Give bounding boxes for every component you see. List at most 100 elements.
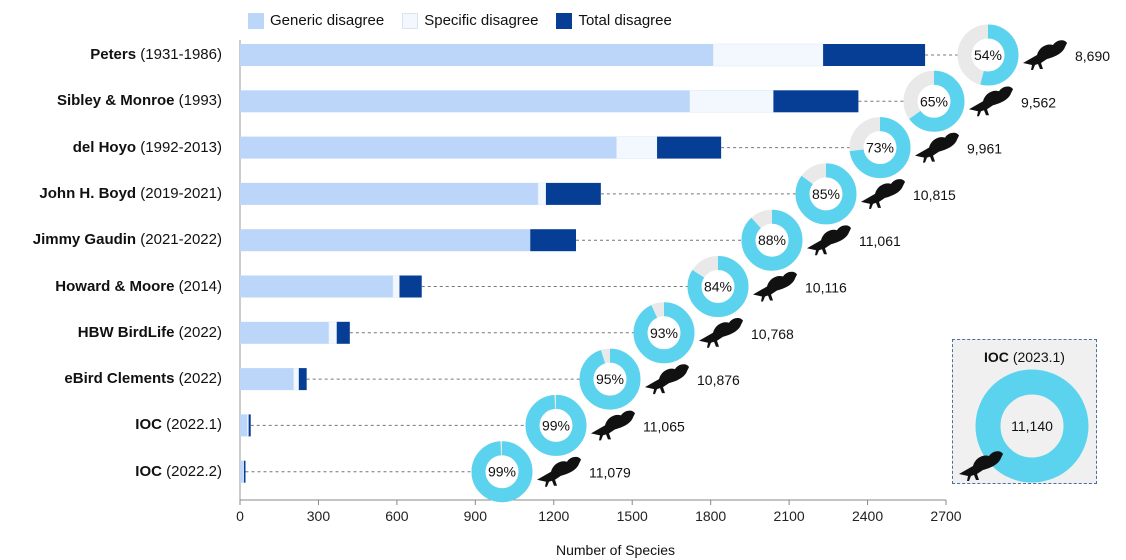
legend-label-generic: Generic disagree (270, 12, 385, 29)
legend-swatch-specific (402, 12, 419, 29)
donut-arc (849, 117, 911, 179)
bird-icon (959, 451, 1003, 481)
inset-donut (975, 369, 1089, 483)
donut-arc (579, 348, 641, 410)
bar-total (773, 90, 859, 113)
legend-swatch-total (556, 12, 573, 29)
donut-percent-label: 93% (650, 325, 678, 341)
species-count-label: 8,690 (1075, 48, 1110, 64)
donut-arc (687, 256, 749, 317)
donut-arc (471, 441, 533, 503)
category-label: HBW BirdLife (2022) (78, 324, 222, 341)
species-count-label: 9,562 (1021, 94, 1056, 110)
donut-arc (903, 70, 965, 132)
bar-specific (537, 182, 547, 206)
bird-icon (969, 86, 1013, 117)
category-years: (2019-2021) (136, 184, 222, 202)
species-count-label: 11,079 (589, 465, 631, 481)
category-label: Jimmy Gaudin (2021-2022) (33, 231, 222, 248)
bar-specific (689, 90, 774, 113)
bar-generic (240, 44, 714, 66)
category-name: Howard & Moore (55, 277, 175, 295)
species-count-label: 10,876 (697, 372, 740, 388)
category-name: Sibley & Monroe (56, 92, 175, 110)
category-label: IOC (2022.2) (135, 463, 222, 480)
bird-icon (861, 179, 905, 209)
bar-specific (293, 367, 300, 391)
bar-total (399, 275, 422, 298)
legend-item-generic: Generic disagree (248, 12, 384, 29)
bar-generic (240, 460, 244, 483)
category-label: John H. Boyd (2019-2021) (39, 185, 222, 202)
x-tick-label: 0 (236, 508, 244, 524)
donut-percent-label: 88% (758, 232, 786, 248)
bar-specific (328, 321, 337, 345)
donut-percent-label: 65% (920, 93, 948, 109)
bird-icon (915, 132, 959, 163)
bar-total (545, 182, 601, 205)
donut-percent-label: 99% (488, 464, 516, 480)
category-name: Peters (90, 46, 137, 63)
bar-total (248, 414, 251, 437)
bird-icon (699, 318, 743, 348)
x-tick-label: 600 (385, 508, 409, 524)
inset-name: IOC (984, 349, 1009, 365)
bar-specific (616, 136, 658, 159)
category-name: HBW BirdLife (77, 323, 175, 341)
x-tick-label: 1500 (617, 508, 648, 524)
x-tick-label: 1200 (538, 508, 569, 524)
inset-title: IOC (2023.1) (953, 349, 1096, 365)
species-count-label: 10,815 (913, 187, 956, 203)
donut-arc (741, 209, 803, 271)
x-tick-label: 1800 (695, 508, 726, 524)
species-count-label: 11,065 (643, 418, 685, 434)
bar-specific (713, 43, 824, 67)
legend-swatch-generic (248, 12, 264, 29)
category-years: (2022.2) (161, 462, 222, 480)
bar-generic (240, 90, 690, 113)
donut-arc (633, 302, 695, 364)
inset-donut-graphic: 11,140 (959, 369, 1089, 483)
bar-generic (240, 275, 393, 298)
bar-total (657, 136, 722, 159)
bird-icon (807, 225, 851, 256)
inset-value: 11,140 (1011, 418, 1053, 434)
category-name: John H. Boyd (39, 184, 137, 202)
bird-icon (591, 410, 635, 441)
legend: Generic disagree Specific disagree Total… (248, 12, 672, 29)
category-name: del Hoyo (72, 138, 137, 156)
category-label: IOC (2022.1) (135, 416, 222, 433)
category-label: eBird Clements (2022) (64, 370, 222, 387)
donut-percent-label: 85% (812, 186, 840, 202)
category-label: Sibley & Monroe (1993) (57, 92, 222, 109)
donut-percent-label: 84% (704, 279, 732, 295)
category-name: Jimmy Gaudin (32, 231, 137, 249)
category-name: IOC (135, 462, 162, 480)
bird-icon (753, 271, 797, 302)
bird-icon (645, 364, 689, 395)
category-years: (1992-2013) (136, 138, 222, 156)
donut-arc (525, 394, 587, 456)
category-name: IOC (135, 416, 162, 434)
bar-specific (242, 460, 245, 483)
x-tick-label: 300 (307, 508, 331, 524)
category-years: (2022) (174, 370, 222, 388)
bird-icon (1023, 40, 1067, 70)
bar-specific (247, 414, 249, 437)
category-years: (2022.1) (161, 416, 222, 434)
bird-icon (537, 456, 581, 487)
category-label: Peters (1931-1986) (90, 46, 222, 63)
x-tick-label: 2700 (930, 508, 961, 524)
species-count-label: 10,116 (805, 280, 847, 296)
x-axis-title: Number of Species (555, 542, 676, 558)
bar-generic (240, 136, 617, 159)
category-years: (1931-1986) (136, 46, 222, 63)
donut-percent-label: 99% (542, 417, 570, 433)
donut-percent-label: 54% (974, 47, 1002, 63)
bar-generic (240, 414, 248, 437)
inset-panel: IOC (2023.1) 11,140 (952, 339, 1097, 484)
bar-generic (240, 229, 531, 252)
x-tick-label: 2100 (774, 508, 805, 524)
x-tick-label: 2400 (852, 508, 883, 524)
